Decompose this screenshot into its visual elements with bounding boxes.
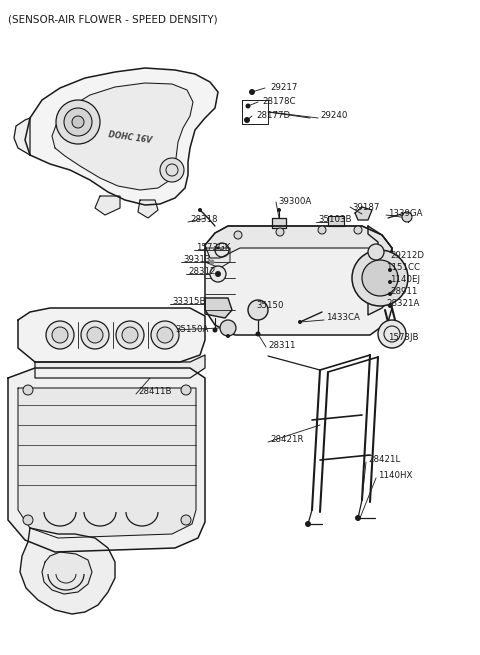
Circle shape: [388, 292, 392, 296]
Text: 28177D: 28177D: [256, 111, 290, 121]
Circle shape: [234, 231, 242, 239]
Circle shape: [248, 300, 268, 320]
Polygon shape: [368, 226, 392, 315]
Polygon shape: [138, 200, 158, 218]
Circle shape: [220, 320, 236, 336]
Text: 28421R: 28421R: [270, 436, 303, 445]
Polygon shape: [272, 218, 286, 228]
Text: 1573JB: 1573JB: [388, 333, 419, 343]
Text: 1433CA: 1433CA: [326, 314, 360, 322]
Polygon shape: [14, 118, 30, 155]
Text: 28421L: 28421L: [368, 455, 400, 464]
Circle shape: [388, 280, 392, 284]
Polygon shape: [328, 216, 344, 226]
Text: 29212D: 29212D: [390, 252, 424, 261]
Circle shape: [276, 228, 284, 236]
Circle shape: [388, 304, 392, 308]
Circle shape: [226, 334, 230, 338]
Circle shape: [244, 117, 250, 123]
Circle shape: [355, 515, 361, 521]
Circle shape: [378, 320, 406, 348]
Text: 35150A: 35150A: [175, 326, 208, 335]
Circle shape: [216, 246, 219, 250]
Circle shape: [151, 321, 179, 349]
Circle shape: [87, 327, 103, 343]
Text: 1339GA: 1339GA: [388, 208, 422, 217]
Circle shape: [318, 226, 326, 234]
Text: 35103B: 35103B: [318, 215, 351, 225]
Polygon shape: [42, 552, 92, 594]
Polygon shape: [205, 226, 392, 258]
Circle shape: [210, 266, 226, 282]
Polygon shape: [205, 248, 230, 268]
Text: 1151CC: 1151CC: [386, 263, 420, 272]
Text: (SENSOR-AIR FLOWER - SPEED DENSITY): (SENSOR-AIR FLOWER - SPEED DENSITY): [8, 14, 217, 24]
Text: 35150: 35150: [256, 301, 284, 310]
Circle shape: [181, 515, 191, 525]
Circle shape: [402, 212, 412, 222]
Text: 39313: 39313: [183, 255, 210, 265]
Polygon shape: [52, 83, 193, 190]
Text: 29217: 29217: [270, 83, 298, 92]
Circle shape: [352, 250, 408, 306]
Text: 1140HX: 1140HX: [378, 472, 412, 481]
Circle shape: [72, 116, 84, 128]
Circle shape: [215, 271, 221, 277]
Circle shape: [362, 260, 398, 296]
Circle shape: [56, 100, 100, 144]
Text: 28311: 28311: [268, 341, 296, 350]
Polygon shape: [20, 528, 115, 614]
Circle shape: [213, 328, 217, 333]
Text: 29240: 29240: [320, 111, 348, 121]
Circle shape: [181, 385, 191, 395]
Polygon shape: [35, 355, 205, 378]
Circle shape: [64, 108, 92, 136]
Circle shape: [46, 321, 74, 349]
Polygon shape: [205, 298, 232, 318]
Polygon shape: [18, 308, 205, 362]
Text: 39300A: 39300A: [278, 198, 311, 206]
Circle shape: [209, 259, 215, 265]
Circle shape: [52, 327, 68, 343]
Circle shape: [23, 515, 33, 525]
Text: 1140EJ: 1140EJ: [390, 276, 420, 284]
Circle shape: [23, 385, 33, 395]
Circle shape: [368, 244, 384, 260]
Text: 28321A: 28321A: [386, 299, 420, 309]
Circle shape: [298, 320, 302, 324]
Circle shape: [122, 327, 138, 343]
Circle shape: [81, 321, 109, 349]
Polygon shape: [8, 368, 205, 552]
Circle shape: [198, 208, 202, 212]
Text: 39187: 39187: [352, 202, 379, 212]
Circle shape: [354, 226, 362, 234]
Polygon shape: [205, 226, 392, 335]
Text: 28318: 28318: [190, 215, 217, 225]
Circle shape: [255, 331, 261, 337]
Circle shape: [388, 268, 392, 272]
Polygon shape: [95, 196, 120, 215]
Polygon shape: [25, 68, 218, 205]
Text: 28911: 28911: [390, 288, 418, 297]
Circle shape: [116, 321, 144, 349]
Text: 33315B: 33315B: [172, 297, 205, 307]
Polygon shape: [355, 207, 372, 220]
Circle shape: [249, 89, 255, 95]
Text: 28312: 28312: [188, 267, 216, 276]
Circle shape: [245, 103, 251, 109]
Circle shape: [160, 158, 184, 182]
Text: DOHC 16V: DOHC 16V: [108, 130, 152, 145]
Text: 28411B: 28411B: [138, 388, 171, 396]
Circle shape: [157, 327, 173, 343]
Circle shape: [277, 208, 281, 212]
Text: 28178C: 28178C: [262, 98, 296, 107]
Circle shape: [305, 521, 311, 527]
Text: 1573GK: 1573GK: [196, 244, 230, 252]
Polygon shape: [18, 388, 196, 538]
